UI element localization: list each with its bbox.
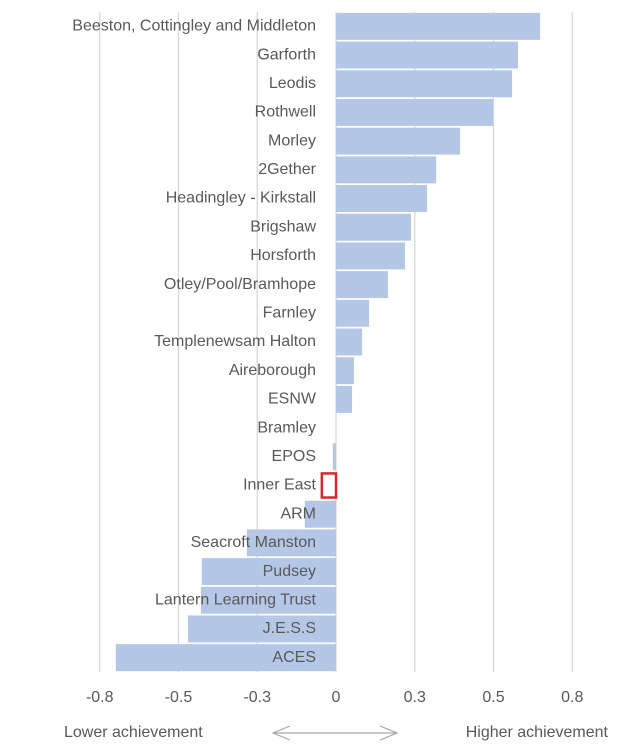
y-tick-label: Pudsey <box>263 563 316 580</box>
x-tick-label: 0 <box>332 689 341 706</box>
bar <box>246 529 336 557</box>
bar <box>336 98 494 126</box>
bar <box>304 500 336 528</box>
y-tick-label: Lantern Learning Trust <box>155 591 317 608</box>
x-tick-label: -0.5 <box>165 689 193 706</box>
y-tick-label: ARM <box>280 505 316 522</box>
y-tick-label: Aireborough <box>229 362 316 379</box>
y-tick-label: Seacroft Manston <box>191 534 316 551</box>
x-tick-label: -0.3 <box>243 689 271 706</box>
bar <box>336 127 461 155</box>
bar <box>115 644 336 672</box>
bar <box>336 328 363 356</box>
bar <box>336 70 513 98</box>
bar <box>336 213 411 241</box>
y-tick-label: Rothwell <box>255 104 316 121</box>
y-tick-label: Farnley <box>263 305 316 322</box>
x-tick-label: 0.8 <box>561 689 583 706</box>
y-tick-label: Otley/Pool/Bramhope <box>164 276 316 293</box>
x-tick-label: 0.5 <box>482 689 504 706</box>
bar <box>200 586 336 614</box>
y-tick-label: Morley <box>268 132 316 149</box>
x-tick-label: -0.8 <box>86 689 114 706</box>
annotation-higher: Higher achievement <box>466 724 609 741</box>
bar <box>336 357 354 385</box>
y-tick-label: EPOS <box>272 448 316 465</box>
y-tick-label: Horsforth <box>250 247 316 264</box>
bar <box>201 558 336 586</box>
bar <box>332 443 336 471</box>
y-tick-label: Bramley <box>257 419 316 436</box>
bar <box>336 385 353 413</box>
y-tick-label: J.E.S.S <box>263 620 316 637</box>
y-tick-label: 2Gether <box>258 161 316 178</box>
y-tick-label: Headingley - Kirkstall <box>166 190 316 207</box>
y-tick-label: Beeston, Cottingley and Middleton <box>72 18 316 35</box>
bar <box>336 41 519 69</box>
bar <box>336 242 405 270</box>
direction-arrow <box>271 725 399 741</box>
y-tick-label: Garforth <box>257 46 316 63</box>
y-tick-label: Brigshaw <box>250 218 316 235</box>
y-tick-label: ESNW <box>268 391 317 408</box>
bar <box>187 615 336 643</box>
y-tick-label: Inner East <box>243 477 316 494</box>
y-tick-label: Templenewsam Halton <box>154 333 316 350</box>
bar <box>336 299 370 327</box>
y-tick-label: Leodis <box>269 75 316 92</box>
bar <box>336 156 437 184</box>
bar <box>336 12 541 40</box>
bar <box>336 271 388 299</box>
x-tick-label: 0.3 <box>404 689 426 706</box>
y-tick-label: ACES <box>272 649 316 666</box>
bar <box>320 472 338 499</box>
bar <box>336 185 428 213</box>
annotation-lower: Lower achievement <box>64 724 203 741</box>
